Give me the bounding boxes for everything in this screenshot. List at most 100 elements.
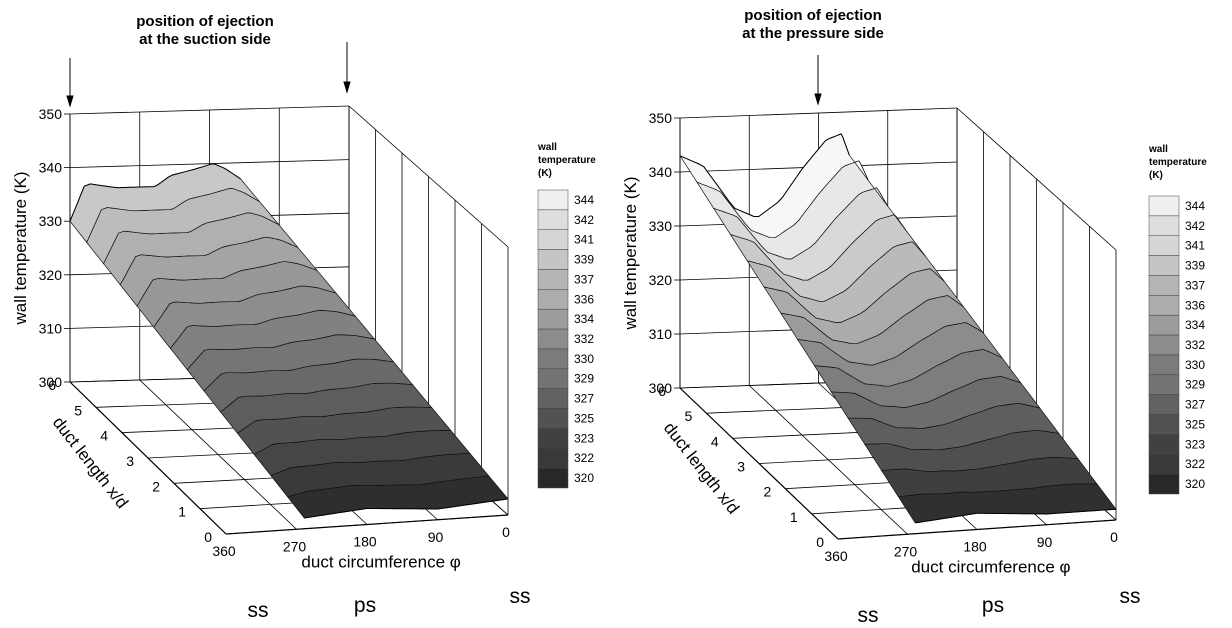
z-tick-label: 350 (649, 110, 673, 126)
z-tick-label: 320 (39, 267, 63, 283)
surface-lower-edge (915, 508, 1117, 524)
legend-swatch (1148, 255, 1180, 276)
legend-swatch (537, 348, 569, 370)
z-tick-label: 300 (39, 374, 63, 390)
xd-tick-label: 1 (178, 504, 186, 520)
legend-level-label: 336 (1185, 298, 1205, 312)
phi-tick-label: 90 (428, 529, 444, 545)
side-wall-edge (348, 105, 509, 248)
legend-level-label: 322 (574, 451, 594, 465)
legend-swatch (537, 408, 569, 429)
z-tick-label: 310 (39, 320, 63, 336)
z-tick-label: 350 (39, 106, 63, 122)
ejection-arrow-head (66, 95, 74, 108)
legend-swatch (537, 467, 569, 489)
surface (69, 163, 509, 519)
chart-title-line: at the pressure side (742, 25, 884, 42)
legend-level-label: 327 (1185, 398, 1205, 412)
z-tick-label: 330 (649, 218, 673, 234)
front-edge (837, 519, 1117, 540)
legend-swatch (537, 249, 569, 270)
legend-swatch (537, 328, 569, 350)
ejection-arrow (66, 58, 74, 108)
legend-level-label: 320 (1185, 477, 1205, 491)
legend-level-label: 323 (1185, 437, 1205, 451)
legend-swatch (537, 189, 569, 211)
phi-tick-label: 180 (353, 534, 377, 550)
phi-tick-label: 180 (963, 539, 987, 555)
z-tick-label: 310 (649, 326, 673, 342)
ejection-arrow (343, 42, 351, 94)
legend-level-label: 322 (1185, 457, 1205, 471)
phi-tick-label: 270 (894, 543, 918, 559)
legend-swatch (1148, 334, 1180, 356)
legend-level-label: 334 (574, 312, 594, 326)
ejection-arrow-head (343, 81, 351, 94)
chart-panel-pressure-side: 300 310 320 330 340 350 0 1 2 3 4 5 6 360 270 180 90 0 wal… (621, 7, 1207, 627)
legend-swatch (537, 269, 569, 290)
xd-tick-label: 6 (48, 377, 56, 393)
xd-tick-label: 2 (764, 484, 772, 500)
legend-level-label: 332 (574, 332, 594, 346)
legend-swatch (1148, 394, 1180, 415)
ejection-arrow (814, 55, 822, 106)
phi-tick-label: 360 (824, 548, 848, 564)
legend-level-label: 332 (1185, 338, 1205, 352)
legend-level-label: 339 (574, 253, 594, 267)
legend-level-label: 334 (1185, 318, 1205, 332)
legend-swatch (1148, 354, 1180, 376)
phi-tick-label: 90 (1037, 534, 1053, 550)
xd-tick-label: 4 (711, 433, 719, 449)
legend-level-label: 330 (574, 352, 594, 366)
legend-level-label: 329 (574, 372, 594, 386)
xd-axis-label: duct length x/d (660, 419, 743, 518)
legend-level-label: 344 (1185, 199, 1205, 213)
side-label: ps (354, 594, 376, 617)
legend-swatch (537, 229, 569, 250)
side-label: ss (510, 585, 531, 608)
legend-level-label: 330 (1185, 358, 1205, 372)
surface (679, 133, 1117, 524)
z-tick-label: 300 (649, 380, 673, 396)
surface-upper-edge (679, 133, 850, 217)
phi-axis-label: duct circumference φ (301, 553, 460, 572)
legend-level-label: 342 (574, 213, 594, 227)
floor-gridline-phi (139, 379, 297, 530)
legend-swatch (1148, 235, 1180, 256)
floor-gridline-phi (748, 385, 908, 535)
xd-axis-label: duct length x/d (49, 413, 132, 512)
z-tick-label: 330 (39, 213, 63, 229)
legend-level-label: 325 (1185, 417, 1205, 431)
legend-swatch (537, 289, 569, 310)
xd-tick-label: 5 (74, 402, 82, 418)
ejection-arrow-head (814, 93, 822, 106)
side-label: ss (248, 599, 269, 622)
phi-tick-label: 360 (212, 543, 236, 559)
legend-swatch (1148, 473, 1180, 495)
legend-level-label: 329 (1185, 378, 1205, 392)
left-edge (69, 381, 227, 535)
legend-title-line: (K) (1149, 170, 1163, 181)
side-wall-edge (956, 107, 1117, 251)
xd-tick-label: 2 (152, 478, 160, 494)
z-axis-label: wall temperature (K) (11, 171, 30, 325)
legend-title-line: temperature (1149, 157, 1207, 168)
legend-level-label: 336 (574, 292, 594, 306)
legend-swatch (1148, 275, 1180, 296)
xd-tick-label: 0 (204, 529, 212, 545)
legend-swatch (1148, 454, 1180, 475)
chart-title-line: at the suction side (139, 31, 271, 48)
legend: wall temperature (K) 344 342 341 339 337 336 334 3… (537, 142, 596, 489)
xd-tick-label: 6 (658, 383, 666, 399)
xd-tick-label: 5 (685, 408, 693, 424)
phi-axis-label: duct circumference φ (911, 558, 1070, 577)
chart-title-line: position of ejection (744, 7, 882, 24)
chart-panel-suction-side: 300 310 320 330 340 350 0 1 2 3 4 5 6 360 270 180 90 0 wal… (11, 13, 596, 622)
z-tick-label: 340 (649, 164, 673, 180)
legend-swatch (537, 428, 569, 449)
legend-level-label: 339 (1185, 259, 1205, 273)
legend-level-label: 337 (574, 272, 594, 286)
